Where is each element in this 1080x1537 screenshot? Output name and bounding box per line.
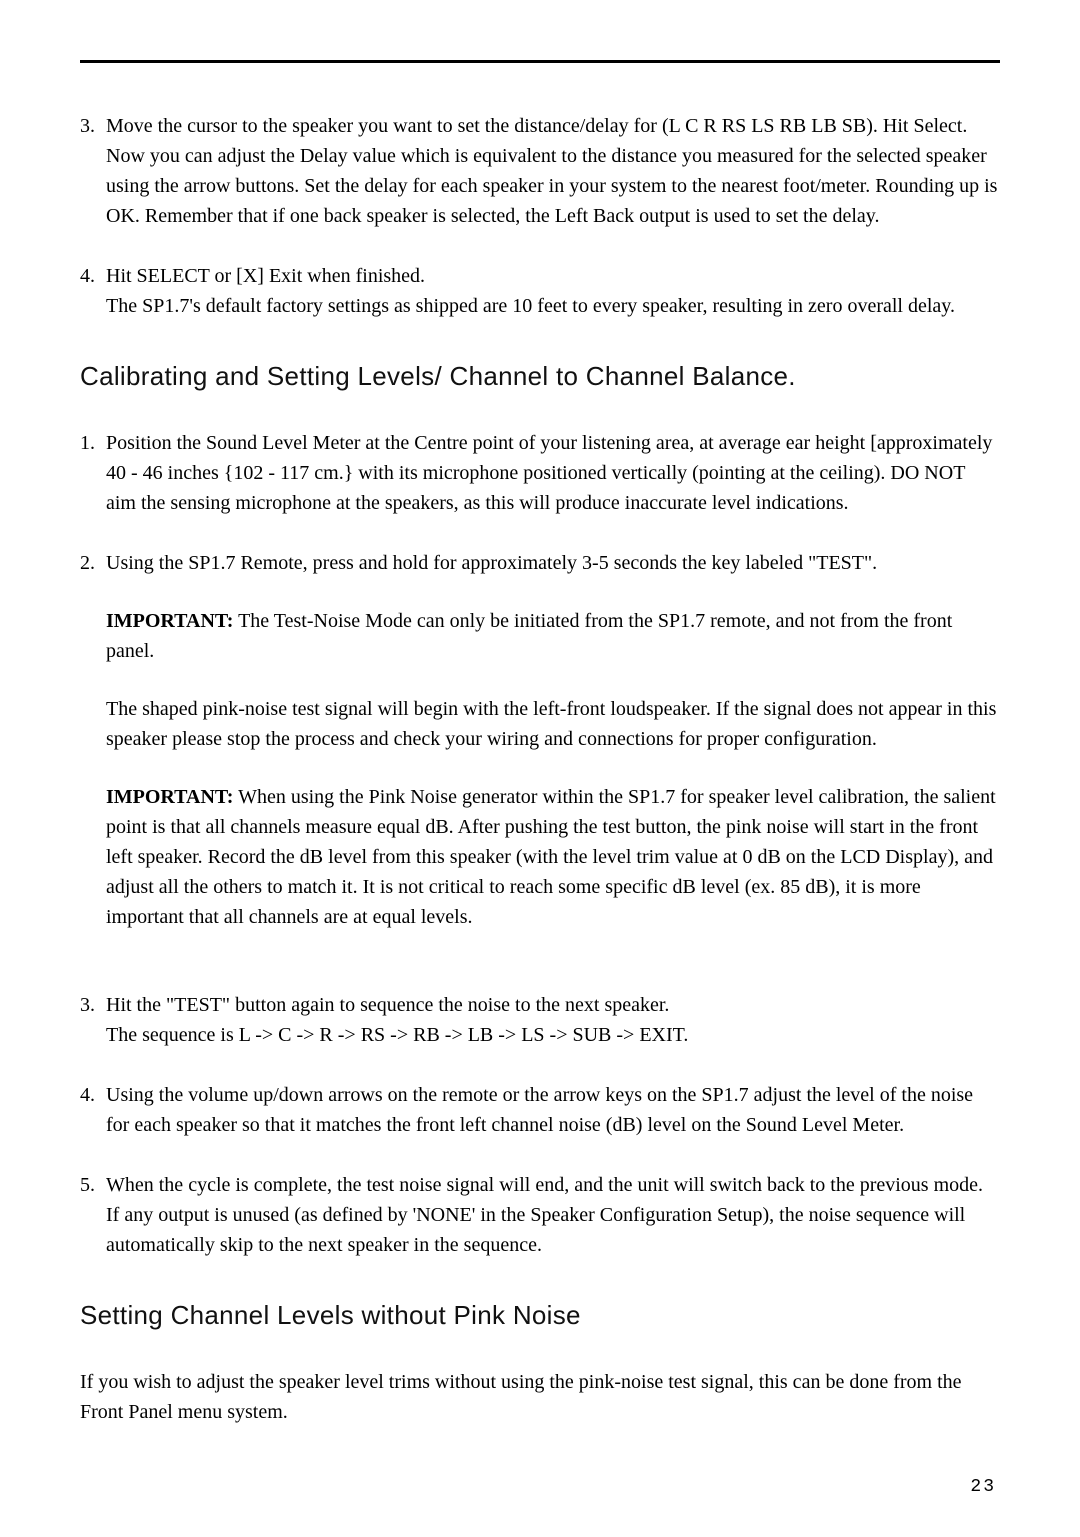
page-number: 23	[80, 1477, 1000, 1497]
important-label: IMPORTANT:	[106, 786, 233, 808]
calib-step-4: 4. Using the volume up/down arrows on th…	[80, 1080, 1000, 1140]
calib-step-5: 5. When the cycle is complete, the test …	[80, 1170, 1000, 1260]
page-container: 3. Move the cursor to the speaker you wa…	[0, 0, 1080, 1537]
step4-line2: The SP1.7's default factory settings as …	[106, 295, 955, 317]
step3-line1: Hit the "TEST" button again to sequence …	[106, 994, 669, 1016]
important-text: When using the Pink Noise generator with…	[106, 786, 996, 928]
list-number: 2.	[80, 548, 106, 960]
step3-sequence: The sequence is L -> C -> R -> RS -> RB …	[106, 1024, 688, 1046]
list-number: 5.	[80, 1170, 106, 1260]
list-number: 4.	[80, 261, 106, 321]
important-text: The Test-Noise Mode can only be initiate…	[106, 610, 952, 662]
list-number: 4.	[80, 1080, 106, 1140]
delay-step-3: 3. Move the cursor to the speaker you wa…	[80, 111, 1000, 231]
list-text: When the cycle is complete, the test noi…	[106, 1170, 1000, 1260]
list-text: Hit the "TEST" button again to sequence …	[106, 990, 1000, 1050]
heading-without-pink-noise: Setting Channel Levels without Pink Nois…	[80, 1300, 1000, 1331]
calib-step-1: 1. Position the Sound Level Meter at the…	[80, 428, 1000, 518]
delay-step-4: 4. Hit SELECT or [X] Exit when finished.…	[80, 261, 1000, 321]
pink-noise-explanation: The shaped pink-noise test signal will b…	[106, 694, 1000, 754]
list-text: Using the SP1.7 Remote, press and hold f…	[106, 548, 1000, 960]
list-number: 3.	[80, 990, 106, 1050]
list-text: Hit SELECT or [X] Exit when finished. Th…	[106, 261, 1000, 321]
list-text: Move the cursor to the speaker you want …	[106, 111, 1000, 231]
list-text: Position the Sound Level Meter at the Ce…	[106, 428, 1000, 518]
list-number: 3.	[80, 111, 106, 231]
important-note-2: IMPORTANT: When using the Pink Noise gen…	[106, 782, 1000, 932]
closing-paragraph: If you wish to adjust the speaker level …	[80, 1367, 1000, 1427]
heading-calibrating: Calibrating and Setting Levels/ Channel …	[80, 361, 1000, 392]
calib-step-3: 3. Hit the "TEST" button again to sequen…	[80, 990, 1000, 1050]
calib-step-2: 2. Using the SP1.7 Remote, press and hol…	[80, 548, 1000, 960]
step2-intro: Using the SP1.7 Remote, press and hold f…	[106, 552, 877, 574]
list-number: 1.	[80, 428, 106, 518]
important-note-1: IMPORTANT: The Test-Noise Mode can only …	[106, 606, 1000, 666]
important-label: IMPORTANT:	[106, 610, 233, 632]
step4-line1: Hit SELECT or [X] Exit when finished.	[106, 265, 425, 287]
list-text: Using the volume up/down arrows on the r…	[106, 1080, 1000, 1140]
top-horizontal-rule	[80, 60, 1000, 63]
